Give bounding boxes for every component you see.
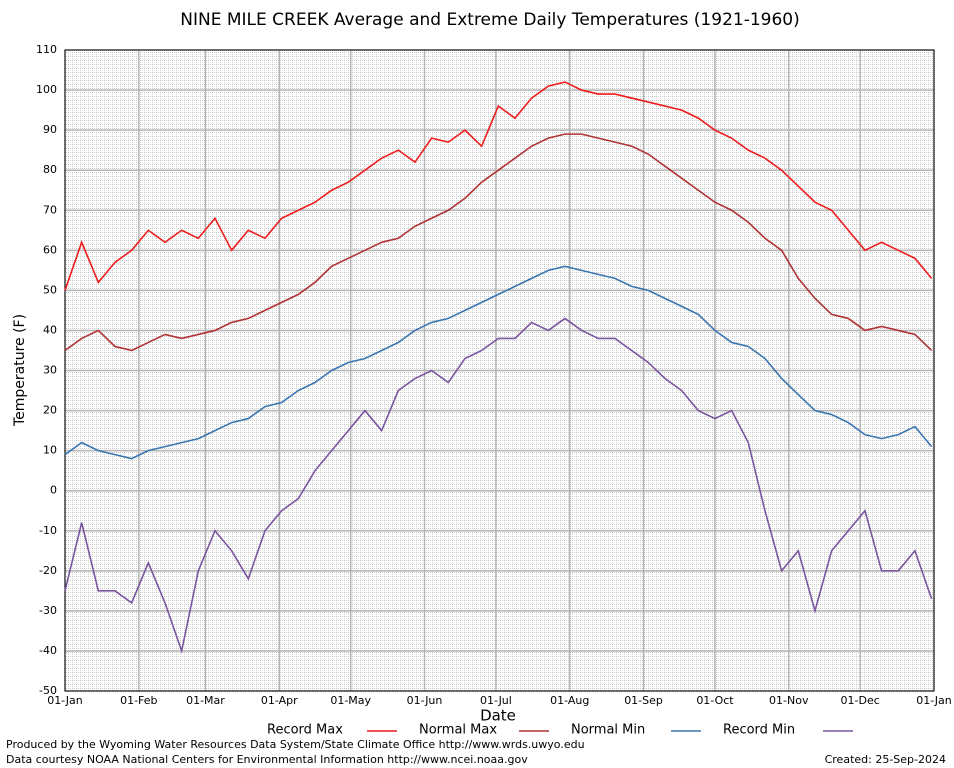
- legend-label: Record Min: [723, 723, 795, 738]
- series-line: [64, 81, 933, 291]
- legend-label: Normal Max: [419, 723, 497, 738]
- plot-frame: [64, 49, 935, 692]
- x-tick-label: 01-Jun: [407, 694, 443, 707]
- x-tick-label: 01-Aug: [550, 694, 589, 707]
- x-axis-label: Date: [480, 707, 516, 725]
- y-tick-label: 110: [36, 43, 57, 56]
- series-line: [64, 133, 933, 352]
- y-tick-label: -10: [39, 524, 57, 537]
- x-tick-label: 01-Jul: [480, 694, 512, 707]
- x-tick-label: 01-Apr: [261, 694, 298, 707]
- series-line: [64, 265, 933, 460]
- y-tick-label: -40: [39, 644, 57, 657]
- legend-label: Record Max: [267, 723, 343, 738]
- credit: Produced by the Wyoming Water Resources …: [6, 738, 585, 751]
- chart-title: NINE MILE CREEK Average and Extreme Dail…: [180, 10, 799, 30]
- y-tick-label: 20: [43, 404, 57, 417]
- y-tick-label: 0: [50, 484, 57, 497]
- x-tick-label: 01-Jan: [916, 694, 952, 707]
- credit: Data courtesy NOAA National Centers for …: [6, 753, 528, 766]
- x-tick-label: 01-Oct: [696, 694, 734, 707]
- x-tick-label: 01-Nov: [769, 694, 809, 707]
- y-tick-label: 10: [43, 444, 57, 457]
- y-tick-label: 90: [43, 123, 57, 136]
- legend-label: Normal Min: [571, 723, 645, 738]
- x-tick-label: 01-Jan: [47, 694, 83, 707]
- y-tick-label: 30: [43, 364, 57, 377]
- y-tick-label: 60: [43, 243, 57, 256]
- y-axis-label: Temperature (F): [12, 314, 28, 427]
- created-date: Created: 25-Sep-2024: [825, 753, 946, 766]
- y-tick-label: -30: [39, 604, 57, 617]
- y-tick-label: 70: [43, 203, 57, 216]
- y-tick-label: -20: [39, 564, 57, 577]
- y-tick-label: 80: [43, 163, 57, 176]
- x-tick-label: 01-May: [330, 694, 371, 707]
- series-line: [64, 317, 933, 654]
- x-tick-label: 01-Dec: [841, 694, 880, 707]
- x-tick-label: 01-Feb: [120, 694, 157, 707]
- y-tick-label: 50: [43, 283, 57, 296]
- y-tick-label: 40: [43, 323, 57, 336]
- y-tick-label: -50: [39, 684, 57, 697]
- y-tick-label: 100: [36, 83, 57, 96]
- x-tick-label: 01-Sep: [624, 694, 663, 707]
- x-tick-label: 01-Mar: [186, 694, 225, 707]
